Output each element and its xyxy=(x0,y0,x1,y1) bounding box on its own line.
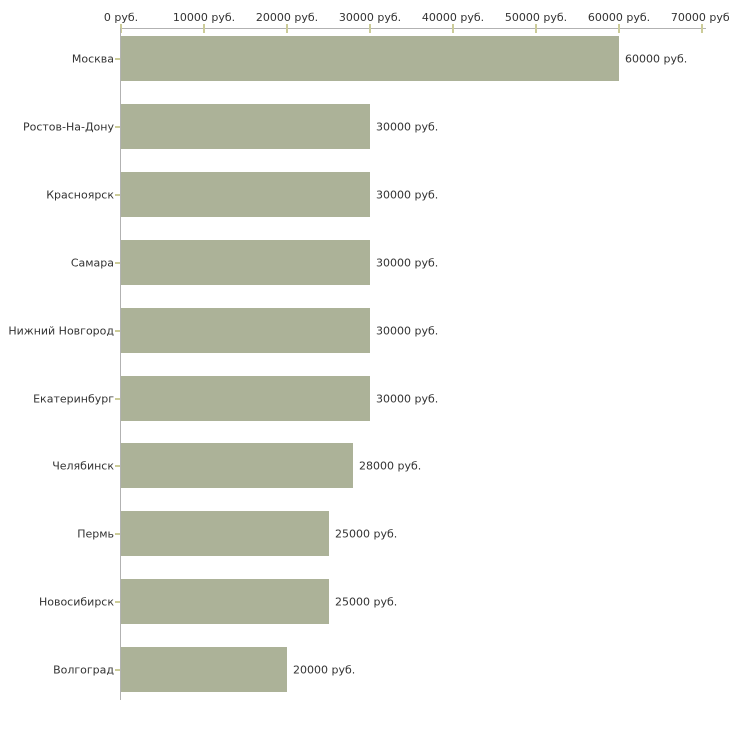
x-axis-tick-mark xyxy=(286,24,288,33)
x-axis-tick-label: 70000 руб. xyxy=(670,11,730,24)
value-label: 20000 руб. xyxy=(293,663,356,676)
value-label: 25000 руб. xyxy=(335,595,398,608)
category-tick-mark xyxy=(115,57,120,60)
y-axis-line xyxy=(120,28,121,700)
x-axis-tick-label: 50000 руб. xyxy=(504,11,568,24)
value-label: 30000 руб. xyxy=(376,120,439,133)
x-axis-tick-label: 20000 руб. xyxy=(255,11,319,24)
category-label: Нижний Новгород xyxy=(8,324,114,337)
bar xyxy=(121,240,370,285)
category-tick-mark xyxy=(115,125,120,128)
bar xyxy=(121,579,329,624)
value-label: 30000 руб. xyxy=(376,188,439,201)
category-tick-mark xyxy=(115,329,120,332)
category-label: Ростов-На-Дону xyxy=(22,120,114,133)
category-label: Москва xyxy=(71,52,114,65)
x-axis-tick-mark xyxy=(369,24,371,33)
x-axis-line xyxy=(121,28,706,29)
bar xyxy=(121,511,329,556)
value-label: 30000 руб. xyxy=(376,256,439,269)
category-tick-mark xyxy=(115,600,120,603)
category-label: Самара xyxy=(70,256,114,269)
category-tick-mark xyxy=(115,532,120,535)
category-tick-mark xyxy=(115,193,120,196)
bar xyxy=(121,376,370,421)
bar xyxy=(121,308,370,353)
category-tick-mark xyxy=(115,261,120,264)
x-axis-tick-mark xyxy=(535,24,537,33)
category-label: Волгоград xyxy=(53,663,114,676)
category-tick-mark xyxy=(115,397,120,400)
x-axis-tick-mark xyxy=(120,24,122,33)
x-axis-tick-label: 60000 руб. xyxy=(587,11,651,24)
value-label: 25000 руб. xyxy=(335,527,398,540)
x-axis-tick-label: 10000 руб. xyxy=(172,11,236,24)
x-axis-tick-mark xyxy=(203,24,205,33)
category-label: Екатеринбург xyxy=(33,392,114,405)
x-axis-tick-label: 30000 руб. xyxy=(338,11,402,24)
value-label: 60000 руб. xyxy=(625,52,688,65)
bar xyxy=(121,36,619,81)
bar xyxy=(121,104,370,149)
category-tick-mark xyxy=(115,668,120,671)
x-axis-tick-mark xyxy=(701,24,703,33)
category-label: Челябинск xyxy=(52,459,114,472)
bar xyxy=(121,647,287,692)
category-tick-mark xyxy=(115,464,120,467)
value-label: 28000 руб. xyxy=(359,459,422,472)
bar xyxy=(121,443,353,488)
value-label: 30000 руб. xyxy=(376,392,439,405)
x-axis-tick-mark xyxy=(618,24,620,33)
bar xyxy=(121,172,370,217)
category-label: Пермь xyxy=(77,527,114,540)
value-label: 30000 руб. xyxy=(376,324,439,337)
x-axis-tick-label: 0 руб. xyxy=(103,11,139,24)
category-label: Красноярск xyxy=(46,188,114,201)
x-axis-tick-mark xyxy=(452,24,454,33)
x-axis-tick-label: 40000 руб. xyxy=(421,11,485,24)
category-label: Новосибирск xyxy=(38,595,114,608)
